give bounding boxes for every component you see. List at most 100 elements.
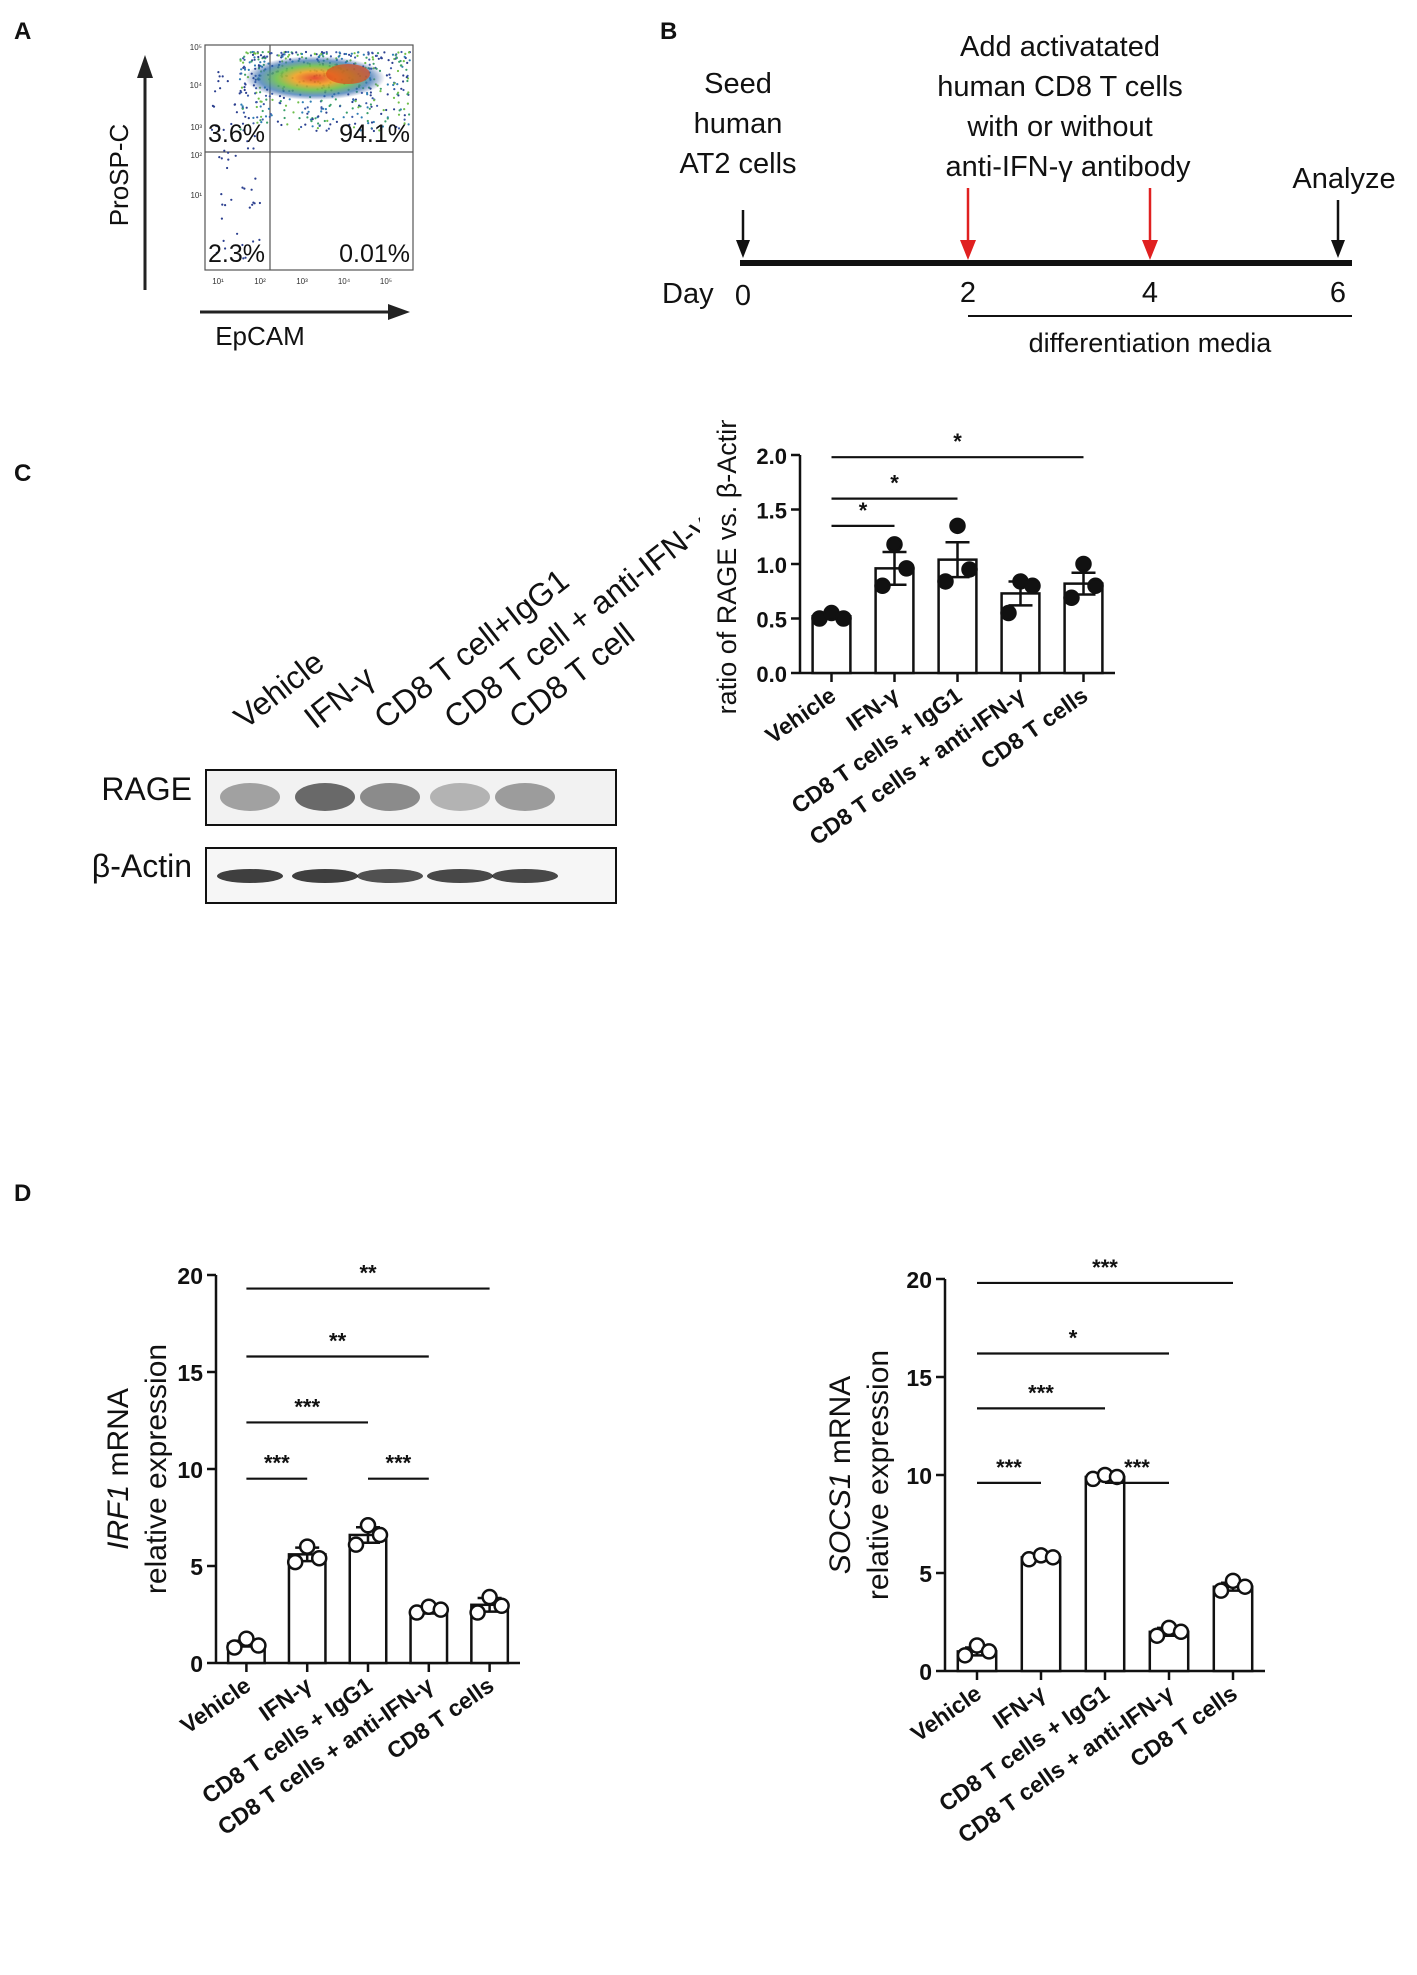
flow-event-dot <box>380 57 383 60</box>
flow-event-dot <box>317 122 320 125</box>
flow-event-dot <box>316 127 319 130</box>
flow-event-dot <box>350 52 353 55</box>
blot-band-actin <box>357 869 423 883</box>
flow-event-dot <box>371 56 374 59</box>
flow-event-dot <box>283 53 286 56</box>
significance-label: * <box>890 471 899 496</box>
flow-event-dot <box>243 58 246 61</box>
flow-event-dot <box>386 83 389 86</box>
y-tick-label: 0.5 <box>756 608 787 633</box>
flow-event-dot <box>356 54 359 57</box>
flow-event-dot <box>318 124 321 127</box>
flow-event-dot <box>230 198 233 201</box>
flow-event-dot <box>392 83 395 87</box>
bar <box>1020 1556 1062 1673</box>
data-point <box>347 1536 365 1553</box>
flow-event-dot <box>343 52 346 56</box>
flow-event-dot <box>268 115 271 118</box>
flow-event-dot <box>261 51 264 54</box>
flow-event-dot <box>252 122 255 125</box>
flow-event-dot <box>370 127 373 130</box>
flow-event-dot <box>241 107 244 110</box>
flow-event-dot <box>253 56 256 59</box>
flow-event-dot <box>324 108 327 111</box>
flow-event-dot <box>261 118 264 121</box>
flow-event-dot <box>403 114 406 117</box>
flow-event-dot <box>389 124 392 127</box>
flow-event-dot <box>372 120 375 124</box>
flow-event-dot <box>211 104 214 107</box>
flow-event-dot <box>402 60 405 63</box>
flow-event-dot <box>386 117 389 120</box>
flow-event-dot <box>406 93 409 96</box>
flow-event-dot <box>320 110 323 113</box>
significance-label: ** <box>329 1328 347 1353</box>
gene-name: IRF1 <box>102 1485 135 1550</box>
flow-event-dot <box>338 51 341 54</box>
flow-event-dot <box>366 112 369 115</box>
flow-event-dot <box>246 140 249 143</box>
flow-event-dot <box>266 121 269 124</box>
flow-event-dot <box>254 92 257 95</box>
flow-event-dot <box>243 68 247 71</box>
flow-event-dot <box>258 201 261 205</box>
data-point <box>898 560 915 577</box>
data-point <box>310 1549 328 1567</box>
flow-event-dot <box>406 61 409 64</box>
flow-event-dot <box>353 52 356 55</box>
bar <box>1212 1585 1254 1673</box>
flow-event-dot <box>369 94 372 97</box>
blot-row-actin: β-Actin <box>92 848 192 884</box>
flow-event-dot <box>400 50 403 54</box>
flow-event-dot <box>385 108 388 112</box>
flow-event-dot <box>281 55 284 58</box>
flow-event-dot <box>407 51 411 54</box>
flow-quadrant-ur: 94.1% <box>339 120 410 148</box>
flow-event-dot <box>218 75 221 78</box>
flow-event-dot <box>249 51 252 54</box>
y-tick-label: 1.5 <box>756 499 787 524</box>
significance-label: *** <box>264 1451 290 1476</box>
flow-event-dot <box>371 51 374 54</box>
flow-event-dot <box>317 115 320 118</box>
flow-quadrant-lr: 0.01% <box>339 240 410 268</box>
red-arrow-down-icon <box>1142 240 1158 260</box>
flow-event-dot <box>262 103 265 106</box>
blot-band-actin <box>492 869 558 883</box>
flow-event-dot <box>226 80 229 83</box>
flow-event-dot <box>310 120 313 123</box>
data-point <box>961 561 978 578</box>
flow-event-dot <box>258 238 261 241</box>
significance-label: *** <box>1028 1380 1054 1405</box>
flow-event-dot <box>270 52 273 55</box>
flow-event-dot <box>238 92 241 95</box>
panel-label-a: A <box>14 18 32 45</box>
media-label: differentiation media <box>1029 328 1273 355</box>
panel-label-b: B <box>660 18 678 45</box>
flow-event-dot <box>325 111 328 114</box>
flow-event-dot <box>306 116 309 119</box>
data-point <box>1075 555 1092 573</box>
flow-event-dot <box>217 80 220 83</box>
y-tick-label: 2.0 <box>756 444 787 469</box>
flow-event-dot <box>256 52 259 55</box>
flow-event-dot <box>238 78 242 81</box>
flow-event-dot <box>403 108 406 111</box>
data-point <box>469 1604 486 1621</box>
flow-event-dot <box>292 111 295 114</box>
significance-label: ** <box>359 1261 377 1286</box>
y-axis-label: IRF1 mRNA <box>102 1388 135 1550</box>
flow-event-dot <box>397 51 400 54</box>
blot-band-actin <box>217 869 283 883</box>
flow-event-dot <box>315 53 318 56</box>
flow-event-dot <box>372 129 375 133</box>
flow-event-dot <box>240 86 244 89</box>
blot-band-actin <box>427 869 493 883</box>
flow-event-dot <box>214 90 217 93</box>
flow-event-dot <box>257 55 260 59</box>
flow-event-dot <box>259 54 263 57</box>
flow-event-dot <box>239 128 242 131</box>
flow-event-dot <box>266 55 269 58</box>
flow-event-dot <box>271 98 274 101</box>
flow-event-dot <box>342 116 345 119</box>
